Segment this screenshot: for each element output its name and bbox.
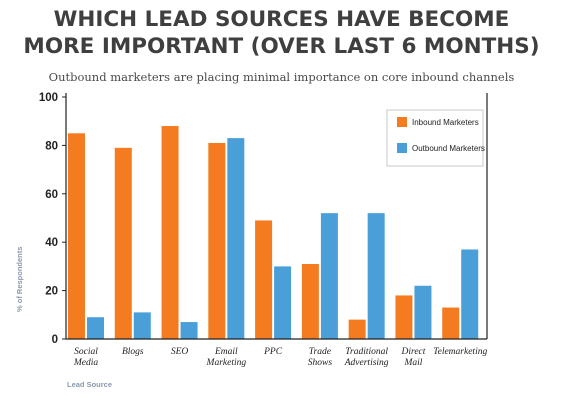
bar-outbound — [320, 213, 338, 339]
x-tick-label: Trade — [309, 347, 331, 357]
bar-inbound — [68, 133, 85, 339]
bar-inbound — [161, 126, 179, 339]
x-tick-label: SEO — [171, 347, 189, 357]
bar-outbound — [227, 138, 245, 339]
bar-outbound — [367, 213, 385, 339]
bar-inbound — [348, 319, 366, 339]
bar-inbound — [114, 147, 132, 339]
x-tick-label: Telemarketing — [433, 347, 487, 357]
chart-subtitle: Outbound marketers are placing minimal i… — [48, 70, 515, 84]
bar-inbound — [442, 307, 460, 339]
bar-outbound — [180, 322, 198, 339]
bar-inbound — [208, 142, 226, 339]
bar-inbound — [301, 263, 319, 339]
x-tick-label: Shows — [308, 358, 333, 368]
legend-swatch — [397, 117, 407, 127]
x-axis-label: Lead Source — [67, 380, 112, 389]
x-tick-label: Email — [214, 347, 238, 357]
bar-outbound — [274, 266, 292, 339]
x-tick-label: Media — [73, 358, 99, 368]
chart-title: WHICH LEAD SOURCES HAVE BECOME MORE IMPO… — [0, 6, 563, 60]
bar-outbound — [133, 312, 151, 339]
x-tick-label: Marketing — [206, 358, 247, 368]
legend-label: Outbound Marketers — [412, 144, 485, 153]
bar-outbound — [414, 285, 432, 339]
x-tick-label: Advertising — [344, 358, 389, 368]
chart-title-line-2: MORE IMPORTANT (OVER LAST 6 MONTHS) — [23, 34, 540, 59]
y-tick-label: 0 — [52, 334, 58, 346]
bar-inbound — [395, 295, 413, 339]
x-tick-label: PPC — [263, 347, 283, 357]
chart-title-line-1: WHICH LEAD SOURCES HAVE BECOME — [53, 7, 510, 32]
y-tick-label: 40 — [45, 237, 58, 249]
y-tick-label: 80 — [45, 140, 58, 152]
x-tick-label: Direct — [400, 347, 425, 357]
bar-outbound — [461, 249, 479, 339]
y-axis-label: % of Respondents — [15, 247, 24, 312]
x-tick-label: Mail — [403, 358, 422, 368]
x-tick-label: Blogs — [122, 347, 144, 357]
bar-inbound — [255, 220, 273, 339]
y-tick-label: 60 — [45, 189, 58, 201]
bar-outbound — [87, 317, 104, 339]
legend-label: Inbound Marketers — [412, 118, 479, 127]
x-tick-label: Social — [74, 347, 98, 357]
x-tick-label: Traditional — [345, 347, 388, 357]
y-tick-label: 100 — [39, 92, 58, 104]
legend-swatch — [397, 143, 407, 153]
y-tick-label: 20 — [45, 286, 58, 298]
